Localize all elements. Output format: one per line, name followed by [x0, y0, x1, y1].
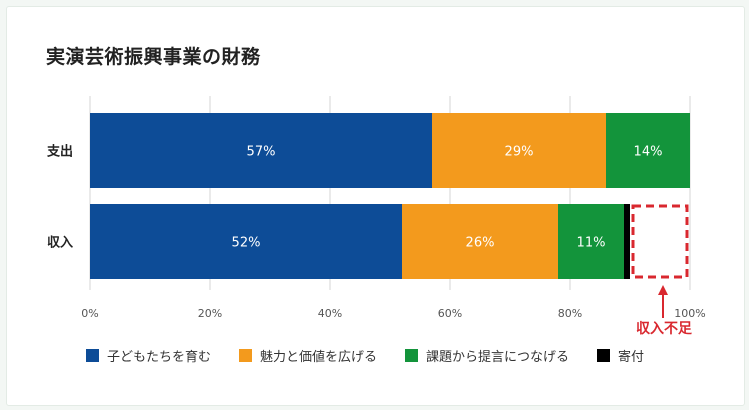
- bar-segment: [624, 204, 630, 279]
- bar-segment: [90, 204, 402, 279]
- legend-swatch: [86, 349, 99, 362]
- bar-segment: [558, 204, 624, 279]
- x-tick-label: 60%: [438, 307, 462, 320]
- x-tick-label: 0%: [81, 307, 98, 320]
- legend-item: 魅力と価値を広げる: [239, 346, 377, 365]
- legend-item: 寄付: [597, 346, 644, 365]
- bar-segment: [90, 113, 432, 188]
- shortfall-box: [631, 204, 689, 279]
- x-tick-label: 80%: [558, 307, 582, 320]
- x-tick-label: 20%: [198, 307, 222, 320]
- legend-label: 課題から提言につなげる: [426, 350, 570, 365]
- legend-item: 課題から提言につなげる: [405, 346, 569, 365]
- legend-item: 子どもたちを育む: [86, 346, 211, 365]
- bar-segment: [432, 113, 606, 188]
- legend-swatch: [597, 349, 611, 362]
- shortfall-arrow-head: [658, 285, 668, 295]
- x-tick-label: 100%: [674, 307, 705, 320]
- chart-title: 実演芸術振興事業の財務: [46, 46, 261, 68]
- category-label: 収入: [47, 236, 73, 251]
- bar-segment: [606, 113, 690, 188]
- legend-swatch: [405, 349, 419, 362]
- data-label: 26%: [466, 236, 495, 251]
- legend-label: 寄付: [618, 350, 645, 365]
- data-label: 52%: [232, 236, 261, 251]
- legend-label: 魅力と価値を広げる: [260, 350, 378, 365]
- legend-label: 子どもたちを育む: [107, 350, 212, 365]
- legend-swatch: [239, 349, 253, 362]
- shortfall-label: 収入不足: [636, 320, 693, 337]
- x-tick-label: 40%: [318, 307, 342, 320]
- category-label: 支出: [46, 144, 73, 160]
- bar-segment: [402, 204, 558, 279]
- data-label: 57%: [247, 145, 276, 160]
- data-label: 29%: [505, 145, 534, 160]
- data-label: 14%: [634, 145, 663, 160]
- chart-legend: 子どもたちを育む 魅力と価値を広げる 課題から提言につなげる 寄付: [86, 346, 726, 365]
- data-label: 11%: [577, 236, 606, 251]
